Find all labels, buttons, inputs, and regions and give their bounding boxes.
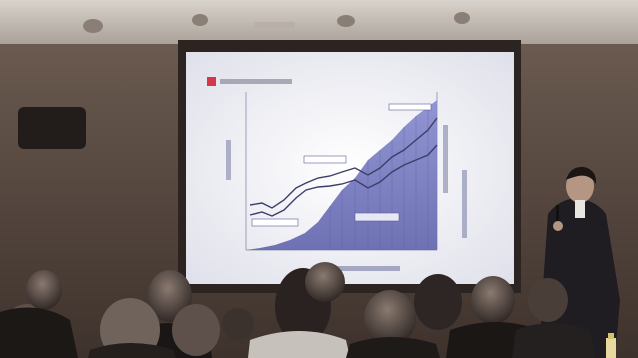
- wall-speaker: [18, 107, 86, 149]
- ceiling-light: [337, 15, 355, 27]
- ceiling-light: [454, 12, 470, 24]
- chart-area-series: [246, 100, 437, 250]
- water-bottle-cap: [608, 333, 614, 339]
- chart-label-box: [388, 103, 432, 111]
- ceiling-light: [192, 14, 208, 26]
- water-bottle: [606, 338, 616, 358]
- chart-line-series-b: [249, 144, 438, 217]
- chart-label-box: [354, 212, 400, 222]
- slide-title-text: [220, 79, 292, 84]
- chart-label-box: [303, 155, 347, 164]
- presenter: [540, 166, 620, 358]
- ceiling-vent: [255, 22, 295, 28]
- ceiling-light: [83, 19, 103, 33]
- chart-line-series-a: [249, 117, 438, 209]
- chart-label-box: [251, 218, 299, 227]
- chart-area-bars: [329, 107, 429, 250]
- audience: [0, 262, 596, 358]
- chart-right-label: [462, 170, 467, 238]
- chart-source-note: [330, 266, 400, 271]
- chart-right-label: [443, 125, 448, 193]
- slide-title-marker: [207, 77, 216, 86]
- chart-y-label: [226, 140, 231, 180]
